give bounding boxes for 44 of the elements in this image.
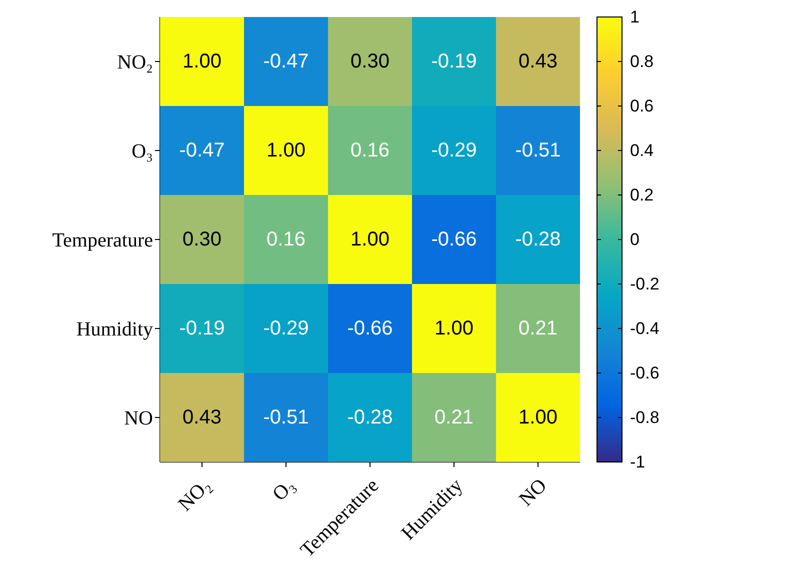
y-tick-label: NO₂ <box>117 52 153 74</box>
data-label: 0.30 <box>182 228 222 250</box>
data-label: 1.00 <box>350 228 390 250</box>
data-label: -0.29 <box>263 318 309 340</box>
data-label: -0.66 <box>431 228 477 250</box>
color-bar-label: 0 <box>630 230 640 249</box>
x-tick-label: NO₂ <box>174 474 216 516</box>
data-label: 1.00 <box>434 318 474 340</box>
y-tick-label: NO <box>124 408 153 430</box>
data-label: 0.43 <box>182 406 222 428</box>
data-label: 0.21 <box>434 406 474 428</box>
color-bar-label: 0.2 <box>630 186 654 204</box>
data-label: -0.28 <box>347 406 393 428</box>
color-bar-label: -0.2 <box>630 274 660 294</box>
color-bar-label: 0.4 <box>630 141 654 160</box>
color-bar-label: -0.8 <box>630 408 660 427</box>
data-label: 0.21 <box>518 318 558 340</box>
data-label: 0.16 <box>266 228 306 250</box>
data-label: -0.51 <box>263 406 309 428</box>
x-tick-label: NO <box>515 474 552 511</box>
data-label: -0.51 <box>515 140 561 162</box>
color-bar-label: -0.6 <box>630 364 660 382</box>
y-tick-label: Temperature <box>52 230 154 252</box>
data-label: 0.30 <box>350 50 390 72</box>
data-label: -0.19 <box>431 50 477 72</box>
color-bar-label: -0.4 <box>630 319 660 338</box>
color-bar-label: 0.6 <box>630 96 654 116</box>
data-label: 1.00 <box>182 50 222 72</box>
data-label: -0.66 <box>347 318 393 340</box>
data-label: 0.16 <box>350 140 390 162</box>
data-label: -0.47 <box>179 140 225 162</box>
data-label: -0.19 <box>179 318 225 340</box>
color-bar-label: -1 <box>630 452 646 472</box>
data-label: 1.00 <box>518 406 558 428</box>
data-label: 0.43 <box>518 50 558 72</box>
color-bar-label: 1 <box>630 8 640 26</box>
data-label: 1.00 <box>266 140 306 162</box>
color-bar-label: 0.8 <box>630 52 654 71</box>
y-tick-label: Humidity <box>76 318 153 341</box>
data-label: -0.47 <box>263 50 309 72</box>
data-label: -0.28 <box>515 228 561 250</box>
y-tick-label: O₃ <box>132 140 153 163</box>
data-label: -0.29 <box>431 140 477 162</box>
x-tick-label: O₃ <box>268 474 300 506</box>
